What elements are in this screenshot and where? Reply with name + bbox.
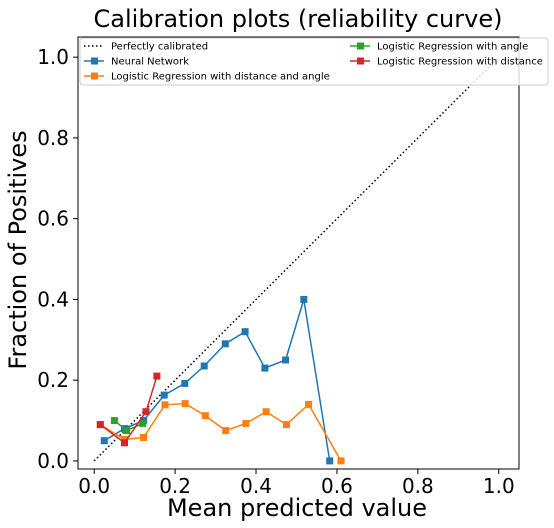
legend-label: Logistic Regression with distance and an… <box>111 72 330 83</box>
series-line-logistic-regression-with-distance-and-angle <box>99 402 342 462</box>
y-tick-label: 0.6 <box>37 207 69 231</box>
series-logistic-regression-with-angle <box>110 417 147 435</box>
series-line-logistic-regression-with-distance <box>99 375 158 444</box>
data-point <box>261 364 269 372</box>
y-tick-label: 1.0 <box>37 45 69 69</box>
data-point <box>160 391 168 399</box>
y-tick-label: 0.2 <box>37 368 69 392</box>
data-point <box>300 295 308 303</box>
series-line-perfectly-calibrated <box>93 56 500 462</box>
y-tick-label: 0.0 <box>37 449 69 473</box>
x-tick-label: 0.6 <box>321 474 353 498</box>
series-neural-network <box>100 295 334 465</box>
data-point <box>153 372 161 380</box>
data-point <box>161 401 169 409</box>
data-point <box>140 434 147 441</box>
data-point <box>110 417 118 425</box>
legend-label: Perfectly calibrated <box>111 42 208 53</box>
legend: Perfectly calibrated Neural Network Logist… <box>79 37 549 86</box>
x-tick-label: 0.4 <box>240 474 272 498</box>
x-tick-label: 0.8 <box>402 474 434 498</box>
x-tick-label: 0.0 <box>78 474 110 498</box>
plot-area <box>93 56 500 465</box>
series-line-neural-network <box>103 299 331 462</box>
data-point <box>326 457 334 465</box>
data-point <box>142 408 150 416</box>
data-point <box>242 419 250 427</box>
legend-label: Logistic Regression with distance <box>377 57 543 68</box>
legend-marker <box>91 57 98 65</box>
data-point <box>123 427 131 435</box>
series-logistic-regression-with-distance-and-angle <box>96 400 345 465</box>
series-perfectly-calibrated <box>93 56 500 462</box>
legend-item-logistic-regression-with-angle: Logistic Regression with angle <box>350 42 528 53</box>
data-point <box>241 328 249 336</box>
data-point <box>181 379 189 387</box>
legend-item-logistic-regression-with-distance: Logistic Regression with distance <box>350 57 543 68</box>
y-tick-label: 0.4 <box>37 287 69 311</box>
y-axis-label: Fraction of Positives <box>4 130 32 369</box>
legend-item-perfectly-calibrated: Perfectly calibrated <box>84 42 208 53</box>
data-point <box>96 421 104 429</box>
legend-item-logistic-regression-with-distance-and-angle: Logistic Regression with distance and an… <box>84 72 330 83</box>
data-point <box>121 439 128 447</box>
x-tick-label: 1.0 <box>483 474 515 498</box>
data-point <box>222 427 230 435</box>
legend-marker <box>357 42 364 50</box>
axes: 0.0 0.2 0.4 0.6 0.8 1.0 0.0 0.2 0.4 0.6 0.8 1.0 <box>37 36 520 498</box>
data-point <box>282 356 290 364</box>
legend-box <box>79 37 549 86</box>
data-point <box>337 457 345 465</box>
axes-frame <box>77 36 520 470</box>
data-point <box>305 400 313 408</box>
data-point <box>201 412 209 420</box>
data-point <box>221 340 229 348</box>
x-axis-label: Mean predicted value <box>167 494 427 522</box>
data-point <box>139 419 147 427</box>
legend-item-neural-network: Neural Network <box>84 57 189 68</box>
legend-label: Neural Network <box>111 57 189 68</box>
series-logistic-regression-with-distance <box>96 372 161 447</box>
data-point <box>181 400 189 408</box>
data-point <box>262 408 270 416</box>
y-tick-label: 0.8 <box>37 126 69 150</box>
x-tick-label: 0.2 <box>159 474 191 498</box>
legend-marker <box>91 72 98 80</box>
legend-marker <box>357 57 364 65</box>
data-point <box>282 421 290 429</box>
legend-label: Logistic Regression with angle <box>377 42 528 53</box>
chart-title: Calibration plots (reliability curve) <box>94 5 503 33</box>
data-point <box>100 437 108 445</box>
data-point <box>200 362 208 370</box>
